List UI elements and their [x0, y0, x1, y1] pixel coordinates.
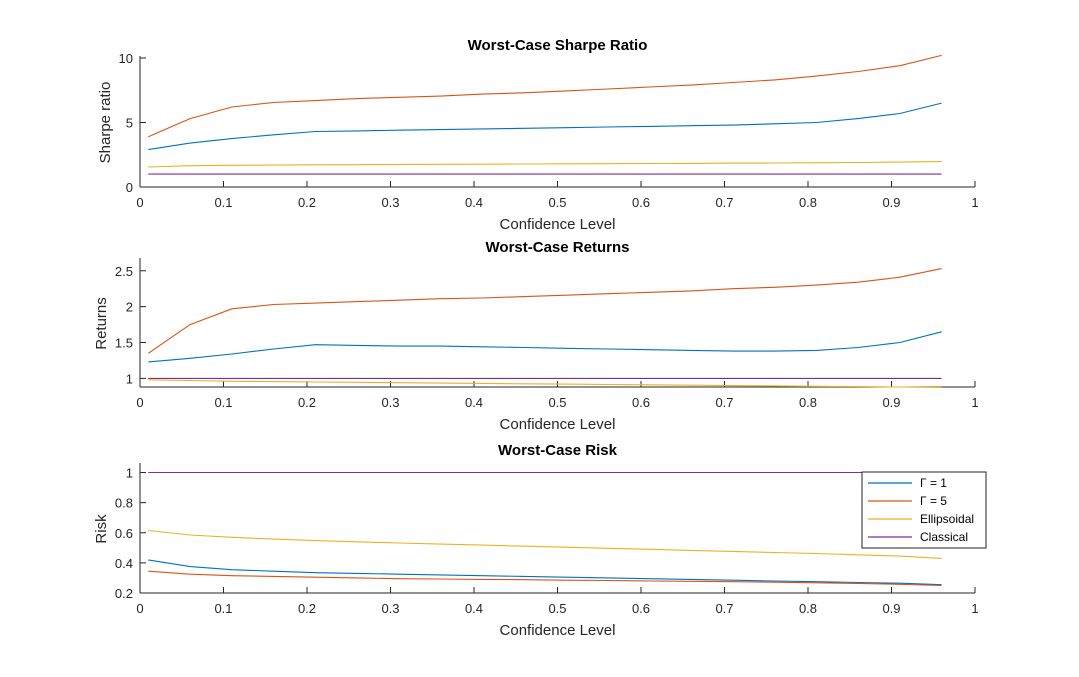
- x-tick-label: 0.6: [632, 601, 650, 616]
- x-tick-label: 0.4: [465, 395, 483, 410]
- series-line-2: [147, 268, 942, 354]
- series-line-2: [148, 54, 942, 138]
- y-tick-label: 1: [126, 466, 133, 481]
- x-tick-label: 0.4: [465, 195, 483, 210]
- x-tick-label: 0.7: [715, 395, 733, 410]
- y-tick-label: 10: [119, 51, 133, 66]
- x-tick-label: 1: [971, 395, 978, 410]
- series-line-2: [148, 570, 942, 587]
- legend-label: Γ = 5: [920, 494, 947, 508]
- x-tick-label: 0.2: [298, 395, 316, 410]
- x-tick-label: 0.4: [465, 601, 483, 616]
- x-tick-label: 0.3: [381, 601, 399, 616]
- x-tick-label: 0.8: [799, 395, 817, 410]
- x-tick-label: 0.7: [715, 195, 733, 210]
- x-tick-label: 0: [136, 395, 143, 410]
- x-tick-label: 0.3: [381, 195, 399, 210]
- chart-title: Worst-Case Sharpe Ratio: [468, 37, 648, 54]
- y-tick-label: 1: [126, 371, 133, 386]
- y-tick-label: 0: [126, 180, 133, 195]
- x-tick-label: 0.5: [548, 195, 566, 210]
- x-tick-label: 0.5: [548, 601, 566, 616]
- x-tick-label: 0.5: [548, 395, 566, 410]
- x-tick-label: 0.6: [632, 195, 650, 210]
- y-axis-label: Returns: [93, 297, 110, 350]
- chart-2: 0 0.1 0.2 0.3 0.4 0.5 0.6 0.7 0.8 0.9 1 1 1.5 2 2.5 Wor…: [93, 239, 979, 433]
- x-tick-label: 1: [971, 601, 978, 616]
- legend-label: Classical: [920, 530, 968, 544]
- x-tick-label: 1: [971, 195, 978, 210]
- series-line-1: [148, 331, 942, 363]
- series-line-3: [148, 529, 942, 559]
- y-axis-label: Sharpe ratio: [97, 82, 114, 164]
- x-axis-label: Confidence Level: [500, 216, 616, 233]
- x-tick-label: 0.7: [715, 601, 733, 616]
- x-tick-label: 0.9: [882, 601, 900, 616]
- x-tick-label: 0: [136, 601, 143, 616]
- x-tick-label: 0.2: [298, 601, 316, 616]
- x-axis-label: Confidence Level: [500, 416, 616, 433]
- series-line-3: [148, 161, 942, 168]
- x-tick-label: 0.6: [632, 395, 650, 410]
- x-axis-label: Confidence Level: [500, 622, 616, 639]
- x-tick-label: 0: [136, 195, 143, 210]
- legend: Γ = 1 Γ = 5 Ellipsoidal Classical: [861, 471, 987, 549]
- y-tick-label: 5: [126, 116, 133, 131]
- chart-3: 0 0.1 0.2 0.3 0.4 0.5 0.6 0.7 0.8 0.9 1 0.2 0.4 0.6 0.…: [93, 442, 979, 639]
- x-tick-label: 0.9: [882, 395, 900, 410]
- y-tick-label: 0.4: [115, 556, 133, 571]
- legend-label: Γ = 1: [920, 476, 947, 490]
- x-tick-label: 0.2: [298, 195, 316, 210]
- x-tick-label: 0.3: [381, 395, 399, 410]
- y-tick-label: 0.8: [115, 496, 133, 511]
- y-tick-label: 1.5: [115, 336, 133, 351]
- series-line-1: [148, 102, 942, 151]
- x-tick-label: 0.8: [799, 195, 817, 210]
- x-tick-label: 0.8: [799, 601, 817, 616]
- y-tick-label: 0.6: [115, 526, 133, 541]
- chart-title: Worst-Case Returns: [486, 239, 630, 256]
- x-tick-label: 0.1: [214, 601, 232, 616]
- y-axis-label: Risk: [93, 514, 110, 544]
- legend-label: Ellipsoidal: [920, 512, 974, 526]
- series-line-3: [148, 379, 942, 388]
- x-tick-label: 0.1: [214, 395, 232, 410]
- chart-1: 0 0.1 0.2 0.3 0.4 0.5 0.6 0.7 0.8 0.9 10510Worst-C…: [97, 37, 979, 233]
- series-line-1: [148, 559, 942, 586]
- chart-title: Worst-Case Risk: [498, 442, 618, 459]
- legend-box: [861, 471, 987, 549]
- y-tick-label: 2.5: [115, 264, 133, 279]
- x-tick-label: 0.9: [882, 195, 900, 210]
- y-tick-label: 0.2: [115, 586, 133, 601]
- y-tick-label: 2: [126, 300, 133, 315]
- x-tick-label: 0.1: [214, 195, 232, 210]
